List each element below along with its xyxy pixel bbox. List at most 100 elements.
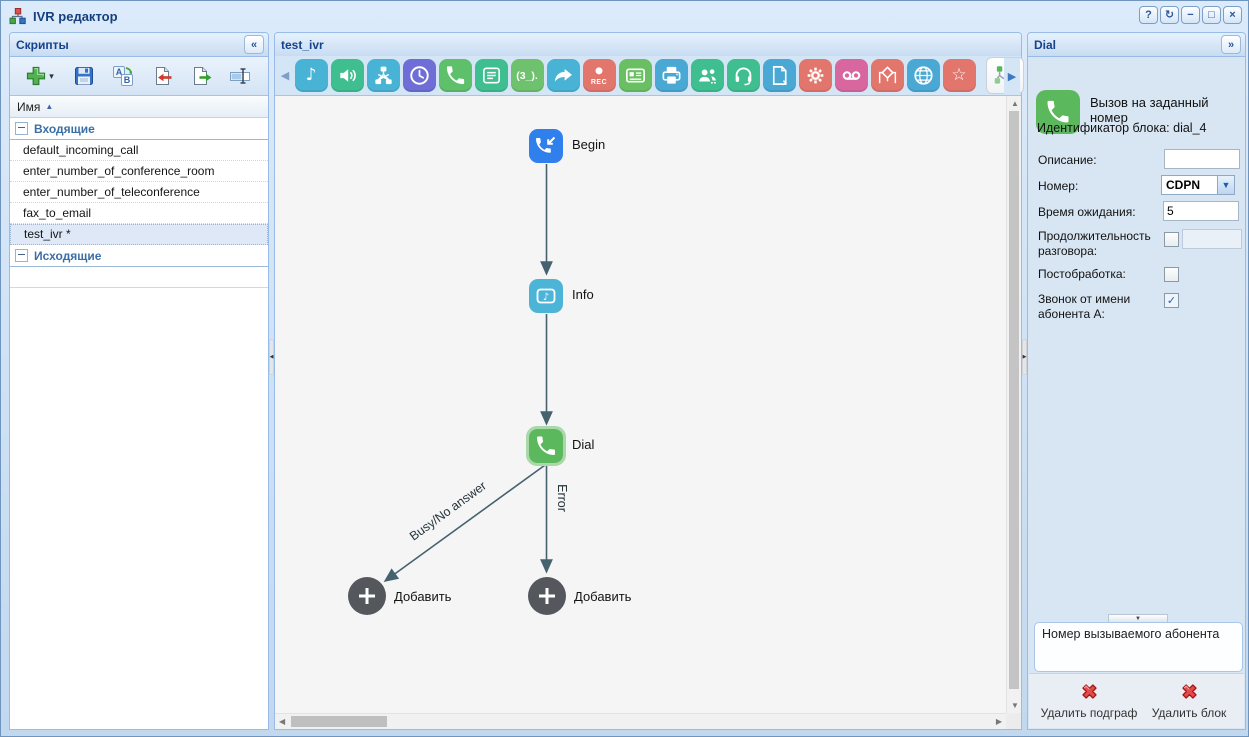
script-row[interactable]: test_ivr * — [10, 224, 268, 245]
menu-block-button[interactable] — [474, 59, 508, 92]
timeout-input[interactable] — [1163, 201, 1239, 221]
people-block-button[interactable] — [690, 59, 724, 92]
help-button[interactable]: ? — [1139, 6, 1158, 24]
clock-block-button[interactable] — [402, 59, 436, 92]
dropdown-caret-icon[interactable]: ▾ — [49, 70, 54, 81]
record-block-button[interactable]: REC — [582, 59, 616, 92]
block-buttons: ♪ (3_). REC ☆ — [293, 59, 977, 92]
scripts-panel-title: Скрипты — [16, 37, 69, 52]
flow-block-button[interactable] — [366, 59, 400, 92]
rec-label: REC — [590, 79, 608, 86]
number-select[interactable]: CDPN ▼ — [1161, 175, 1235, 195]
add-script-button[interactable]: ▾ — [20, 63, 58, 89]
star-block-button[interactable]: ☆ — [942, 59, 976, 92]
script-row[interactable]: fax_to_email — [10, 203, 268, 224]
export-script-button[interactable] — [188, 63, 214, 89]
scroll-right-icon[interactable]: ▶ — [995, 717, 1002, 726]
import-script-button[interactable] — [149, 63, 175, 89]
canvas-hscrollbar[interactable]: ◀ ▶ — [275, 713, 1006, 729]
blocks-toolbar: ◀ ♪ (3_). REC ☆ ▶ — [275, 56, 1071, 96]
node-label-dial: Dial — [572, 437, 595, 452]
splitter-collapse-left[interactable]: ◀ — [269, 339, 274, 375]
forward-block-button[interactable] — [546, 59, 580, 92]
empty-row — [10, 267, 268, 288]
scroll-up-icon[interactable]: ▲ — [1011, 99, 1019, 108]
fax-block-button[interactable] — [654, 59, 688, 92]
save-script-button[interactable] — [71, 63, 97, 89]
expand-properties-button[interactable]: » — [1221, 35, 1241, 54]
flow-edges — [383, 164, 553, 582]
node-add-right[interactable] — [528, 577, 566, 615]
script-row[interactable]: enter_number_of_teleconference — [10, 182, 268, 203]
field-description-box: Номер вызываемого абонента — [1034, 622, 1243, 672]
play-music-block-button[interactable]: ♪ — [294, 59, 328, 92]
canvas-panel-header: test_ivr — [275, 33, 1021, 57]
splitter-collapse-right[interactable]: ▶ — [1022, 339, 1027, 375]
script-row[interactable]: default_incoming_call — [10, 140, 268, 161]
duration-input — [1182, 229, 1242, 249]
collapse-group-icon[interactable] — [15, 122, 28, 135]
script-row[interactable]: enter_number_of_conference_room — [10, 161, 268, 182]
caller-label: Звонок от имени абонента А: — [1038, 292, 1131, 321]
plus-icon — [359, 588, 375, 604]
vscroll-thumb[interactable] — [1009, 111, 1019, 689]
doc-code-block-button[interactable] — [762, 59, 796, 92]
flow-canvas[interactable]: Busy/No answer Error Begin ♪ Info — [275, 96, 1006, 714]
gear-block-button[interactable] — [798, 59, 832, 92]
delete-block-button[interactable]: Удалить блок — [1139, 678, 1239, 720]
collapse-scripts-button[interactable]: « — [244, 35, 264, 54]
canvas-panel: test_ivr ◀ ♪ (3_). REC ☆ ▶ Busy/No answer — [274, 32, 1071, 730]
caller-checkbox[interactable]: ✓ — [1164, 293, 1179, 308]
condition-block-button[interactable] — [870, 59, 904, 92]
globe-block-button[interactable] — [906, 59, 940, 92]
svg-text:B: B — [124, 75, 131, 85]
digits-label: (3_). — [516, 69, 538, 82]
scroll-left-icon[interactable]: ◀ — [279, 717, 286, 726]
dial-block-icon — [1036, 90, 1080, 134]
toolbar-scroll-left-icon[interactable]: ◀ — [280, 70, 290, 82]
node-begin[interactable] — [529, 129, 563, 163]
column-header-name[interactable]: Имя ▲ — [10, 96, 268, 118]
group-row-Исходящие[interactable]: Исходящие — [10, 245, 268, 267]
speaker-block-button[interactable] — [330, 59, 364, 92]
phone-block-button[interactable] — [438, 59, 472, 92]
node-info[interactable]: ♪ — [529, 279, 563, 313]
scripts-panel: Скрипты « ▾ A B Имя ▲ Входящие default_inco… — [9, 32, 269, 730]
red-x-icon — [1181, 684, 1197, 699]
maximize-button[interactable]: □ — [1202, 6, 1221, 24]
window-title: IVR редактор — [33, 8, 118, 24]
voicemail-block-button[interactable] — [834, 59, 868, 92]
minimize-button[interactable]: − — [1181, 6, 1200, 24]
red-x-icon — [1081, 684, 1097, 699]
digits-block-button[interactable]: (3_). — [510, 59, 544, 92]
timeout-label: Время ожидания: — [1038, 205, 1136, 219]
refresh-button[interactable]: ↻ — [1160, 6, 1179, 24]
postprocessing-label: Постобработка: — [1038, 267, 1126, 281]
number-label: Номер: — [1038, 179, 1079, 193]
phone-icon — [537, 436, 555, 455]
node-add-left[interactable] — [348, 577, 386, 615]
hscroll-thumb[interactable] — [291, 716, 387, 727]
group-row-Входящие[interactable]: Входящие — [10, 118, 268, 140]
collapse-group-icon[interactable] — [15, 249, 28, 262]
postprocessing-checkbox[interactable]: ✓ — [1164, 267, 1179, 282]
delete-subgraph-button[interactable]: Удалить подграф — [1039, 678, 1139, 720]
chevron-down-icon[interactable]: ▼ — [1217, 176, 1234, 194]
close-button[interactable]: × — [1223, 6, 1242, 24]
toolbar-scroll-right-icon[interactable]: ▶ — [1004, 58, 1020, 94]
window-controls: ? ↻ − □ × — [1139, 6, 1242, 24]
duration-checkbox[interactable]: ✓ — [1164, 232, 1179, 247]
description-input[interactable] — [1164, 149, 1240, 169]
node-dial[interactable] — [526, 426, 566, 466]
node-label-begin: Begin — [572, 137, 606, 152]
music-note-icon: ♪ — [536, 288, 556, 304]
scrollbar-corner — [1006, 713, 1021, 729]
scroll-down-icon[interactable]: ▼ — [1011, 701, 1019, 710]
script-list: Входящие default_incoming_call enter_numbe… — [10, 118, 268, 288]
headset-block-button[interactable] — [726, 59, 760, 92]
canvas-vscrollbar[interactable]: ▲ ▼ — [1006, 96, 1021, 714]
card-block-button[interactable] — [618, 59, 652, 92]
edit-script-name-button[interactable] — [227, 63, 253, 89]
titlebar: IVR редактор ? ↻ − □ × — [1, 1, 1248, 31]
